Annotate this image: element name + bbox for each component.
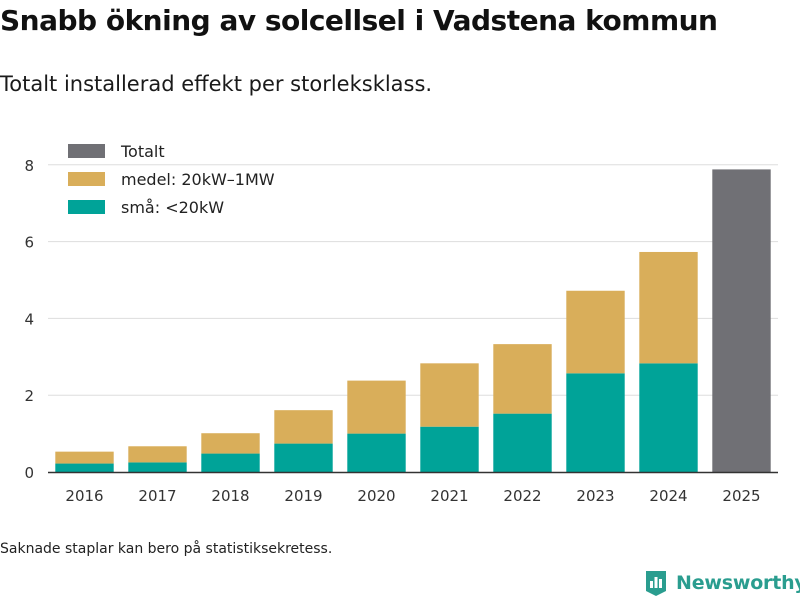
bar-totalt-2025 bbox=[712, 169, 771, 472]
bar-sma-2018 bbox=[201, 453, 260, 472]
x-tick-label: 2020 bbox=[357, 487, 395, 505]
bar-medel-2020 bbox=[347, 380, 406, 434]
bar-sma-2017 bbox=[128, 462, 187, 472]
legend-label: små: <20kW bbox=[121, 198, 224, 217]
footnote: Saknade staplar kan bero på statistiksek… bbox=[0, 541, 333, 557]
legend-swatch bbox=[68, 172, 105, 186]
bar-medel-2024 bbox=[639, 251, 698, 364]
x-tick-label: 2023 bbox=[576, 487, 614, 505]
brand-logo[interactable]: Newsworthy bbox=[644, 568, 800, 598]
bar-sma-2016 bbox=[55, 463, 114, 472]
bar-sma-2020 bbox=[347, 433, 406, 472]
y-tick-label: 8 bbox=[24, 157, 34, 175]
chart-title: Snabb ökning av solcellsel i Vadstena ko… bbox=[0, 4, 718, 37]
bar-medel-2017 bbox=[128, 446, 187, 463]
bar-medel-2019 bbox=[274, 410, 333, 444]
bar-medel-2022 bbox=[493, 344, 552, 414]
x-tick-label: 2018 bbox=[211, 487, 249, 505]
legend-swatch bbox=[68, 200, 105, 214]
chart-subtitle: Totalt installerad effekt per storlekskl… bbox=[0, 72, 433, 96]
y-tick-label: 4 bbox=[24, 310, 34, 328]
x-tick-label: 2017 bbox=[138, 487, 176, 505]
x-tick-label: 2022 bbox=[503, 487, 541, 505]
newsworthy-logo-icon bbox=[646, 571, 666, 596]
x-tick-label: 2016 bbox=[65, 487, 103, 505]
brand-name: Newsworthy bbox=[676, 572, 800, 594]
legend-label: medel: 20kW–1MW bbox=[121, 170, 275, 189]
x-tick-label: 2021 bbox=[430, 487, 468, 505]
y-tick-label: 0 bbox=[24, 464, 34, 482]
bar-sma-2023 bbox=[566, 373, 625, 472]
y-tick-label: 2 bbox=[24, 387, 34, 405]
bar-medel-2016 bbox=[55, 451, 114, 464]
bar-sma-2021 bbox=[420, 426, 479, 472]
legend-swatch bbox=[68, 144, 105, 158]
x-tick-label: 2025 bbox=[722, 487, 760, 505]
bar-medel-2021 bbox=[420, 363, 479, 427]
stacked-bar-chart: 0 2 4 6 8 2016 2017 2018 2019 2020 2021 2022 2023 202… bbox=[24, 142, 778, 505]
bar-medel-2023 bbox=[566, 290, 625, 374]
bar-sma-2022 bbox=[493, 413, 552, 472]
bar-sma-2024 bbox=[639, 363, 698, 472]
x-tick-label: 2024 bbox=[649, 487, 687, 505]
bar-medel-2018 bbox=[201, 433, 260, 454]
legend-label: Totalt bbox=[120, 142, 165, 161]
bar-sma-2019 bbox=[274, 443, 333, 472]
x-tick-label: 2019 bbox=[284, 487, 322, 505]
y-tick-label: 6 bbox=[24, 234, 34, 252]
